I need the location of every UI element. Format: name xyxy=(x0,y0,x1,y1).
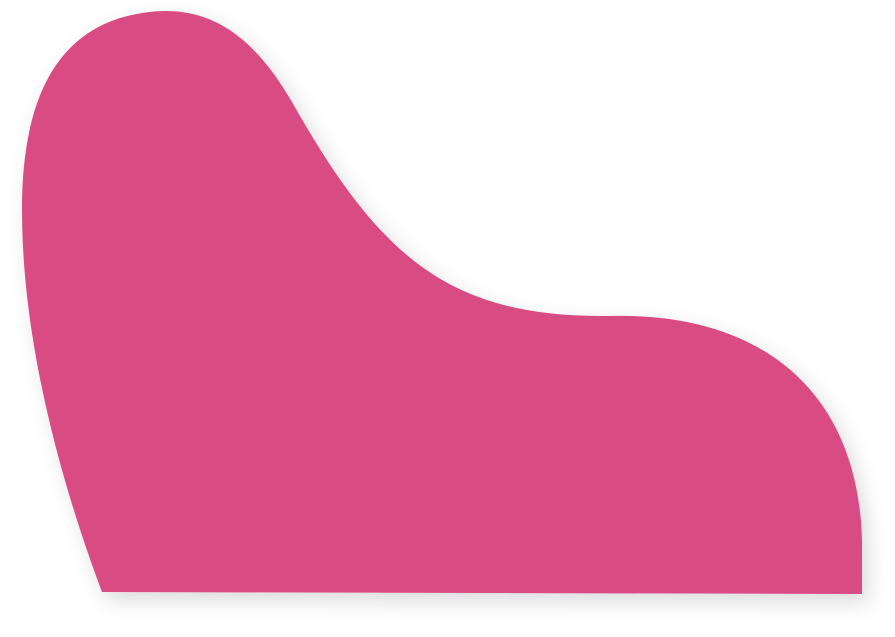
pink-blob-shape xyxy=(22,10,862,595)
